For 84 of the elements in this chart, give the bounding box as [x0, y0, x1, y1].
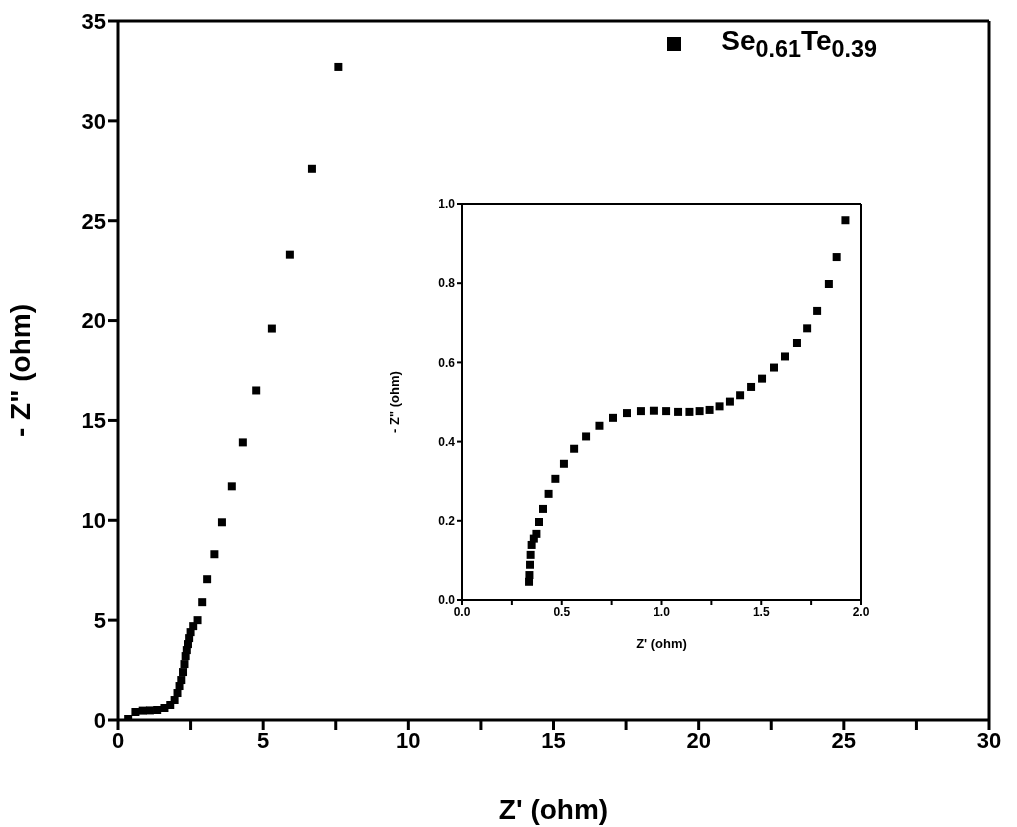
point	[334, 62, 343, 71]
y-tick-label: 25	[81, 208, 106, 234]
y-tick-label: 35	[81, 8, 106, 34]
point	[832, 253, 841, 262]
y-tick-label: 1.0	[438, 197, 456, 212]
point	[267, 324, 276, 333]
point	[227, 482, 236, 491]
point	[525, 571, 534, 580]
point	[198, 598, 207, 607]
point	[695, 407, 704, 416]
y-tick-label: 0.8	[438, 276, 456, 291]
point	[622, 409, 631, 418]
point	[285, 250, 294, 259]
x-tick-label: 5	[257, 727, 270, 753]
point	[526, 560, 535, 569]
point	[685, 407, 694, 416]
point	[662, 407, 671, 416]
y-tick-label: 10	[81, 508, 106, 534]
x-tick-label: 1.5	[752, 604, 770, 619]
point	[559, 459, 568, 468]
point	[813, 306, 822, 315]
y-tick-label: 0	[93, 707, 106, 733]
point	[180, 660, 189, 669]
y-axis-title: - Z" (ohm)	[386, 371, 402, 433]
point	[841, 216, 850, 225]
x-axis-title: Z' (ohm)	[636, 636, 687, 651]
point	[189, 622, 198, 631]
point	[131, 708, 140, 717]
x-tick-label: 20	[686, 727, 711, 753]
point	[551, 474, 560, 483]
point	[758, 374, 767, 383]
point	[570, 444, 579, 453]
point	[747, 382, 756, 391]
y-tick-label: 20	[81, 308, 106, 334]
point	[803, 324, 812, 333]
point	[173, 689, 182, 698]
y-tick-label: 0.0	[438, 593, 456, 608]
x-tick-label: 25	[831, 727, 857, 753]
point	[544, 489, 553, 498]
y-tick-label: 0.4	[438, 434, 456, 449]
point	[792, 339, 801, 347]
x-tick-label: 0	[111, 727, 125, 753]
point	[153, 706, 162, 715]
point	[532, 529, 541, 538]
point	[595, 421, 604, 430]
point	[539, 504, 547, 513]
point	[715, 402, 724, 411]
point	[170, 696, 179, 705]
legend-label: Se$_{0.61}$Te$_{0.39}$	[721, 25, 877, 63]
point	[177, 676, 186, 685]
y-axis-title: - Z" (ohm)	[4, 303, 36, 438]
point	[725, 397, 734, 406]
point	[674, 407, 683, 416]
point	[179, 668, 188, 677]
point	[649, 406, 658, 415]
x-tick-label: 0.5	[553, 604, 571, 619]
point	[307, 164, 316, 173]
x-tick-label: 30	[976, 727, 1002, 753]
y-tick-label: 15	[81, 408, 106, 434]
point	[210, 550, 219, 559]
point	[582, 432, 591, 441]
point	[636, 407, 645, 416]
point	[217, 518, 226, 527]
x-tick-label: 2.0	[852, 604, 870, 619]
point	[609, 413, 618, 422]
y-tick-label: 0.6	[438, 355, 456, 370]
point	[535, 517, 544, 526]
point	[193, 616, 202, 625]
point	[203, 575, 212, 584]
y-tick-label: 0.2	[438, 514, 456, 529]
point	[252, 386, 261, 395]
point	[824, 279, 833, 288]
point	[770, 363, 779, 372]
point	[705, 405, 714, 414]
x-tick-label: 0.0	[453, 604, 471, 619]
point	[780, 352, 789, 361]
x-axis-title: Z' (ohm)	[498, 794, 609, 825]
x-tick-label: 15	[541, 727, 566, 753]
point	[736, 391, 745, 400]
point	[238, 438, 247, 447]
point	[526, 550, 535, 559]
x-tick-label: 10	[396, 727, 421, 753]
x-tick-label: 1.0	[653, 604, 671, 619]
y-tick-label: 30	[81, 108, 106, 134]
